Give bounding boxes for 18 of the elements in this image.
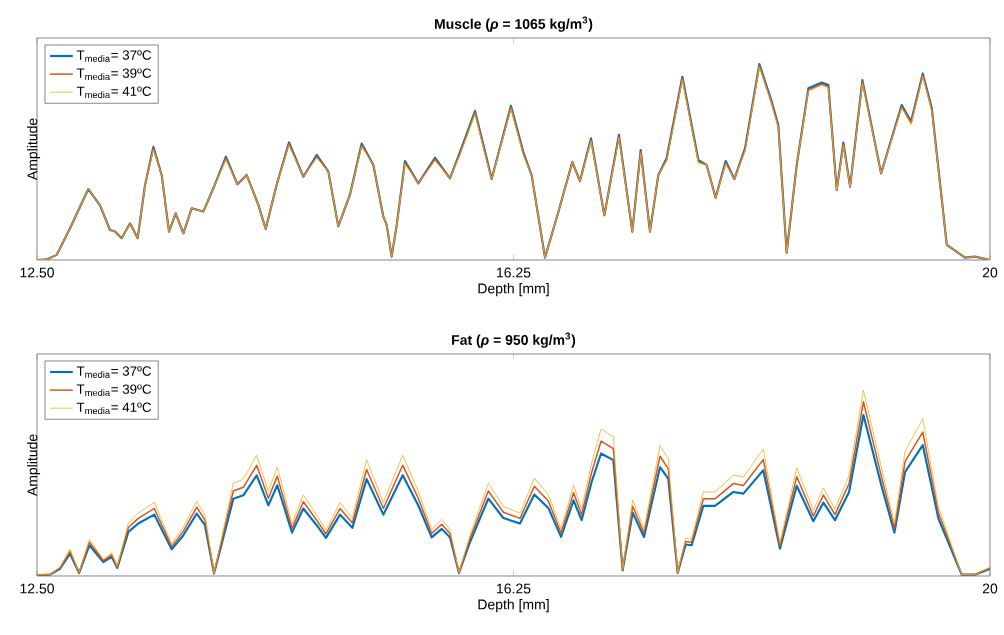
y-axis-title: Amplitude [27, 434, 41, 497]
chart-title: Fat (ρ = 950 kg/m$^{3}$) [452, 332, 576, 348]
x-tick-label: 16.25 [497, 267, 531, 278]
legend-label: T$_{media}$= 41ºC [76, 402, 152, 415]
legend-label: T$_{media}$= 37ºC [76, 366, 152, 378]
legend-label: T$_{media}$= 41ºC [76, 86, 152, 99]
x-tick-label: 12.50 [20, 267, 54, 278]
x-axis-title: Depth [mm] [478, 283, 549, 297]
legend-label: T$_{media}$= 37ºC [76, 50, 152, 62]
x-tick-label: 16.25 [497, 583, 531, 594]
x-axis-title: Depth [mm] [478, 599, 549, 613]
x-tick-label: 20 [982, 267, 998, 278]
legend-label: T$_{media}$= 39ºC [76, 68, 152, 80]
y-axis-title: Amplitude [27, 118, 41, 181]
x-tick-label: 12.50 [20, 583, 54, 594]
x-tick-label: 20 [982, 583, 998, 594]
legend-label: T$_{media}$= 39ºC [76, 384, 152, 396]
chart-title: Muscle (ρ = 1065 kg/m$^{3}$) [434, 16, 593, 32]
